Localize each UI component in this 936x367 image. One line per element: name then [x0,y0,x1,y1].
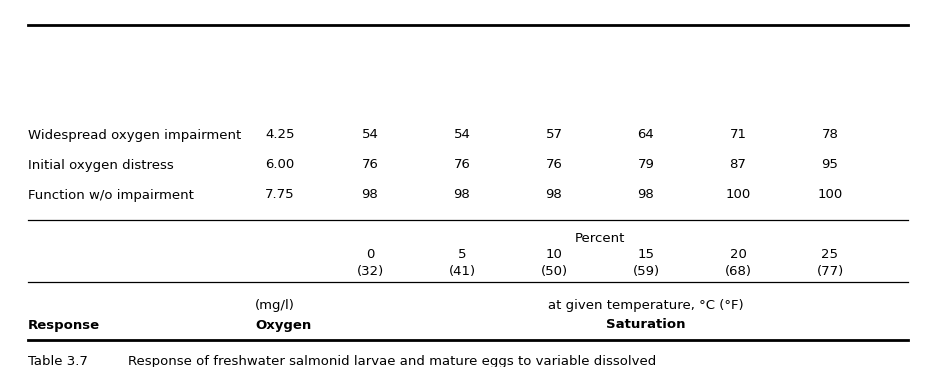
Text: Response of freshwater salmonid larvae and mature eggs to variable dissolved
oxy: Response of freshwater salmonid larvae a… [128,355,656,367]
Text: 95: 95 [822,159,839,171]
Text: 7.75: 7.75 [265,189,295,201]
Text: 25
(77): 25 (77) [816,247,843,279]
Text: 54: 54 [361,128,378,142]
Text: 76: 76 [546,159,563,171]
Text: Table 3.7: Table 3.7 [28,355,88,367]
Text: Widespread oxygen impairment: Widespread oxygen impairment [28,128,241,142]
Text: Function w/o impairment: Function w/o impairment [28,189,194,201]
Text: 54: 54 [454,128,471,142]
Text: 79: 79 [637,159,654,171]
Text: Saturation: Saturation [607,319,686,331]
Text: 98: 98 [361,189,378,201]
Text: 76: 76 [361,159,378,171]
Text: 0
(32): 0 (32) [357,247,384,279]
Text: 100: 100 [817,189,842,201]
Text: 76: 76 [454,159,471,171]
Text: at given temperature, °C (°F): at given temperature, °C (°F) [548,298,744,312]
Text: Percent: Percent [575,232,625,244]
Text: 6.00: 6.00 [266,159,295,171]
Text: 98: 98 [546,189,563,201]
Text: 15
(59): 15 (59) [633,247,660,279]
Text: 4.25: 4.25 [265,128,295,142]
Text: 98: 98 [637,189,654,201]
Text: Response: Response [28,319,100,331]
Text: 78: 78 [822,128,839,142]
Text: 10
(50): 10 (50) [540,247,567,279]
Text: 64: 64 [637,128,654,142]
Text: Oxygen: Oxygen [255,319,312,331]
Text: 98: 98 [454,189,471,201]
Text: 5
(41): 5 (41) [448,247,475,279]
Text: (mg/l): (mg/l) [255,298,295,312]
Text: 20
(68): 20 (68) [724,247,752,279]
Text: 57: 57 [546,128,563,142]
Text: Initial oxygen distress: Initial oxygen distress [28,159,174,171]
Text: 71: 71 [729,128,747,142]
Text: 87: 87 [729,159,746,171]
Text: 100: 100 [725,189,751,201]
